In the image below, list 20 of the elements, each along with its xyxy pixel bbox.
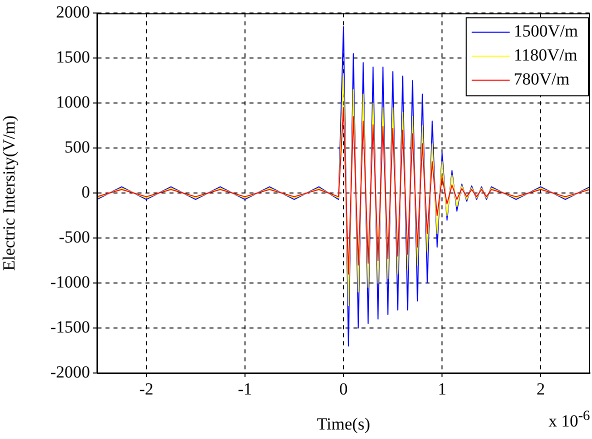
y-tick-label: -1000 xyxy=(50,272,90,292)
y-tick-label: 500 xyxy=(64,138,90,157)
x-tick-label: -2 xyxy=(139,380,154,399)
y-tick-label: 1500 xyxy=(56,48,90,67)
legend-label: 1180V/m xyxy=(514,46,578,65)
y-tick-label: -500 xyxy=(58,228,90,247)
x-tick-label: -1 xyxy=(238,380,252,399)
y-axis-title: Electric Intersity(V/m) xyxy=(0,115,19,271)
x-axis-title: Time(s) xyxy=(316,414,370,434)
x-tick-label: 2 xyxy=(536,380,545,399)
legend-label: 780V/m xyxy=(514,70,570,89)
legend-label: 1500V/m xyxy=(514,22,578,41)
y-tick-label: 1000 xyxy=(56,92,90,112)
text: x 10$^{-6}$ xyxy=(548,408,590,432)
x-tick-label: 1 xyxy=(438,380,446,399)
x-tick-label: 0 xyxy=(339,380,348,399)
y-tick-label: -2000 xyxy=(50,362,90,382)
y-tick-label: 2000 xyxy=(56,2,90,22)
y-tick-label: -1500 xyxy=(50,317,90,336)
y-tick-label: 0 xyxy=(82,182,90,202)
